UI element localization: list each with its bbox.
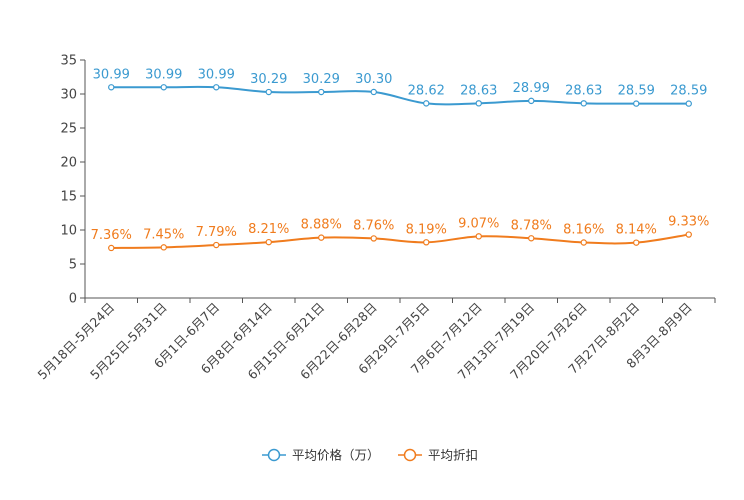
data-point [633, 239, 640, 246]
series-2: 7.36% 7.45% 7.79% 8.21% 8.88% 8.76% 8.19% 9.07%… [91, 215, 709, 252]
data-label: 8.16% [563, 223, 604, 238]
data-point [108, 84, 115, 91]
x-axis: 5月18日-5月24日5月25日-5月31日6月1日-6月7日6月8日-6月14… [34, 297, 716, 382]
legend-marker-icon [403, 448, 417, 462]
data-point [580, 239, 587, 246]
y-tick-label: 0 [69, 292, 77, 307]
series-line [111, 233, 689, 249]
data-point [580, 100, 587, 107]
legend-label: 平均折扣 [428, 448, 478, 463]
data-label: 30.29 [250, 72, 287, 87]
data-label: 7.79% [196, 225, 237, 240]
data-point [213, 84, 220, 91]
data-label: 28.62 [408, 83, 445, 98]
data-label: 8.21% [248, 222, 289, 237]
data-point [685, 231, 692, 238]
data-label: 7.45% [143, 227, 184, 242]
data-label: 30.30 [355, 72, 392, 87]
data-point [160, 244, 167, 251]
y-tick-label: 5 [69, 258, 77, 273]
data-point [423, 100, 430, 107]
data-label: 8.88% [301, 218, 342, 233]
data-point [423, 239, 430, 246]
data-point [685, 100, 692, 107]
y-tick-label: 30 [60, 88, 77, 103]
legend-label: 平均价格（万） [292, 448, 380, 463]
legend: 平均价格（万） 平均折扣 [262, 448, 478, 463]
data-point [528, 235, 535, 242]
y-tick-label: 15 [60, 190, 77, 205]
legend-item-1: 平均价格（万） [262, 448, 380, 463]
y-tick-label: 10 [60, 224, 77, 239]
data-point [265, 238, 272, 246]
data-point [318, 234, 325, 241]
data-label: 28.59 [618, 84, 655, 99]
data-label: 8.19% [406, 222, 447, 237]
data-label: 30.29 [303, 72, 340, 87]
series-layer: 30.99 30.99 30.99 30.29 30.29 30.30 28.62 28.63… [91, 67, 709, 252]
data-label: 28.63 [565, 83, 602, 98]
data-point [108, 244, 115, 252]
data-label: 9.33% [668, 215, 709, 230]
data-label: 8.76% [353, 218, 394, 233]
data-label: 28.99 [513, 81, 550, 96]
y-tick-label: 25 [60, 122, 77, 137]
y-tick-label: 20 [60, 156, 77, 171]
data-label: 9.07% [458, 216, 499, 231]
data-label: 7.36% [91, 228, 132, 243]
data-label: 8.78% [511, 218, 552, 233]
data-label: 30.99 [145, 67, 182, 82]
data-point [475, 233, 482, 240]
data-point [475, 100, 482, 107]
data-label: 30.99 [93, 67, 130, 82]
y-axis: 0 5 10 15 20 25 30 35 [60, 54, 86, 307]
legend-item-2: 平均折扣 [398, 448, 478, 463]
data-point [213, 241, 220, 249]
data-label: 28.63 [460, 83, 497, 98]
data-point [633, 100, 640, 107]
data-point [370, 235, 377, 242]
series-line [111, 85, 689, 106]
data-label: 28.59 [670, 84, 707, 99]
data-point [528, 97, 535, 105]
data-point [318, 88, 325, 96]
legend-marker-icon [267, 448, 281, 462]
data-point [370, 88, 377, 96]
data-point [160, 84, 167, 91]
data-label: 30.99 [198, 67, 235, 82]
series-1: 30.99 30.99 30.99 30.29 30.29 30.30 28.62 28.63… [93, 67, 707, 107]
y-tick-label: 35 [60, 54, 77, 69]
data-point [265, 88, 272, 96]
data-label: 8.14% [616, 223, 657, 238]
